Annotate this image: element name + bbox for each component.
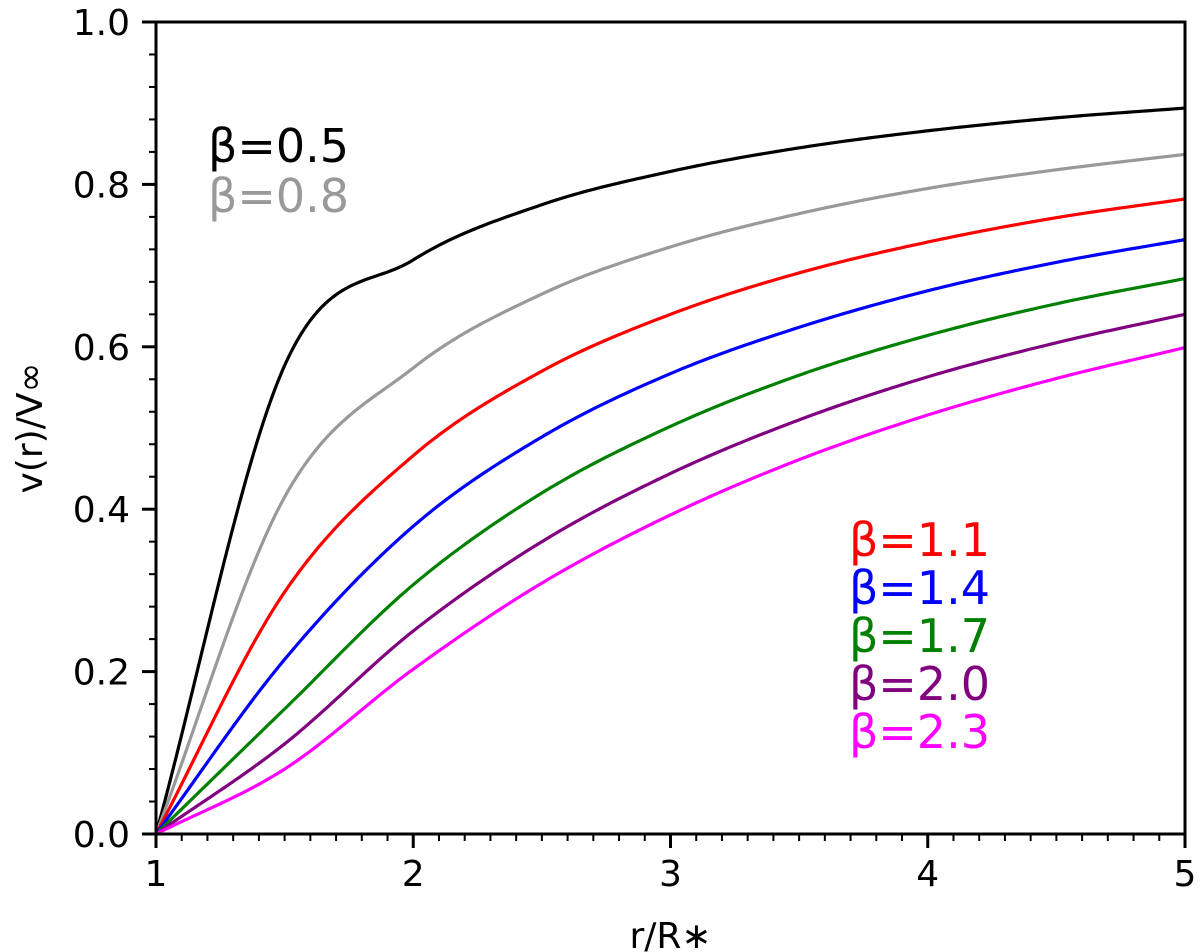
y-tick-label: 0.8 [73, 165, 130, 206]
beta-annotation: β=0.8 [208, 169, 349, 223]
x-tick-label: 4 [916, 854, 939, 895]
beta-annotation: β=0.5 [208, 119, 349, 173]
x-tick-label: 5 [1174, 854, 1197, 895]
series-line-5 [154, 277, 1186, 836]
plot-frame [154, 20, 1187, 836]
beta-annotation: β=1.1 [849, 513, 990, 567]
beta-annotation: β=1.7 [849, 609, 990, 663]
beta-annotation: β=2.0 [849, 657, 990, 711]
x-tick-label: 3 [659, 854, 682, 895]
tick-group [142, 20, 1187, 848]
y-tick-label: 0.6 [73, 328, 130, 369]
series-line-2 [154, 152, 1186, 835]
annotation-group: β=0.5β=0.8 β=1.1β=1.4β=1.7β=2.0β=2.3 [208, 119, 990, 759]
beta-annotation: β=2.3 [849, 705, 990, 759]
y-tick-label: 0.0 [73, 815, 130, 856]
y-tick-label: 0.4 [73, 490, 130, 531]
series-line-1 [154, 106, 1186, 835]
tick-label-group: 1 2 3 4 5 0.0 0.2 0.4 0.6 0.8 1.0 [73, 3, 1197, 895]
series-line-7 [155, 346, 1186, 836]
beta-annotation: β=1.4 [849, 561, 990, 615]
series-line-4 [154, 238, 1186, 835]
y-axis-label: v(r)/V∞ [10, 363, 51, 494]
y-tick-label: 0.2 [73, 653, 130, 694]
y-tick-label: 1.0 [73, 3, 130, 44]
series-line-3 [154, 197, 1186, 835]
curve-group [154, 106, 1186, 836]
x-axis-label: r/R∗ [629, 916, 711, 952]
series-line-6 [155, 312, 1186, 836]
x-tick-label: 2 [402, 854, 425, 895]
x-tick-label: 1 [145, 854, 168, 895]
